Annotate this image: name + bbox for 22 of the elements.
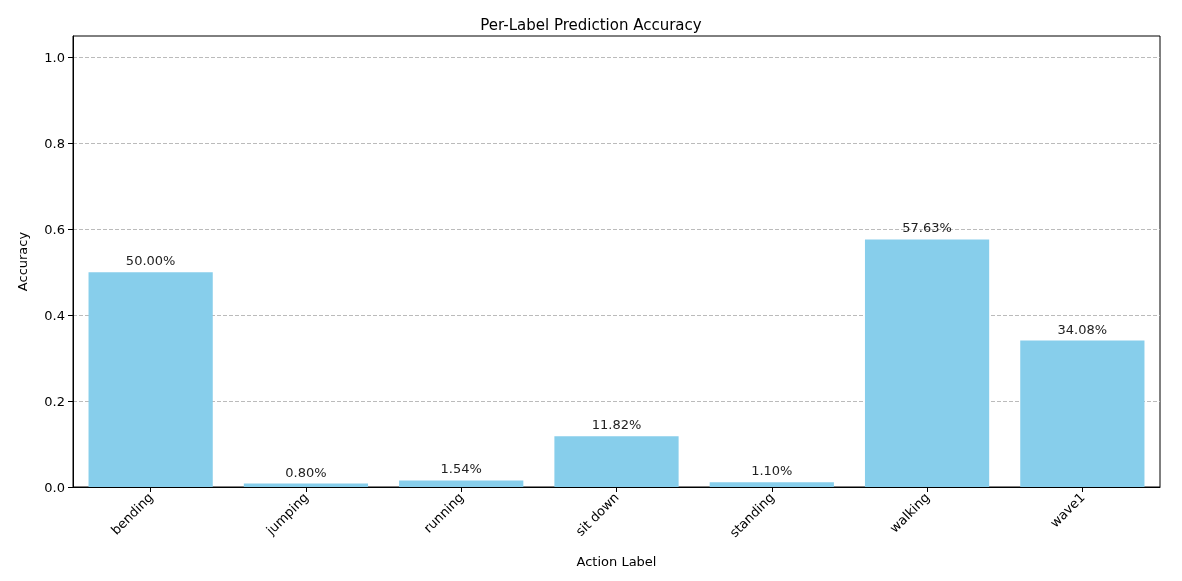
data-label: 1.10% (751, 463, 793, 479)
y-tick-label: 0.2 (44, 393, 65, 409)
bar (1020, 340, 1145, 487)
bar (88, 272, 213, 487)
data-label: 34.08% (1057, 321, 1108, 337)
data-label: 50.00% (125, 253, 176, 269)
bar (554, 436, 679, 487)
data-label: 0.80% (285, 464, 327, 480)
data-label: 57.63% (902, 220, 952, 236)
data-label: 1.54% (440, 461, 482, 477)
y-axis-title: Accuracy (15, 231, 30, 292)
y-tick-label: 0.4 (44, 307, 65, 323)
y-tick-label: 0.6 (44, 221, 65, 237)
data-label: 11.82% (591, 417, 642, 433)
x-axis-title: Action Label (576, 554, 657, 569)
bar (399, 480, 524, 487)
chart-title: Per-Label Prediction Accuracy (480, 15, 702, 34)
bar (709, 482, 834, 487)
y-tick-label: 0.0 (44, 479, 65, 495)
y-tick-label: 0.8 (44, 135, 65, 151)
bar (864, 239, 990, 487)
y-tick-label: 1.0 (44, 49, 65, 65)
